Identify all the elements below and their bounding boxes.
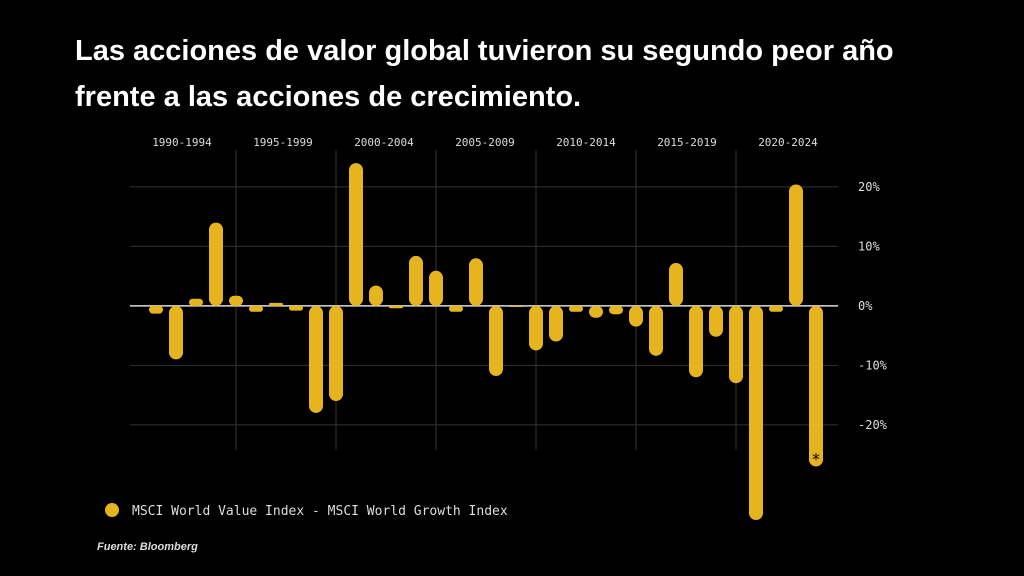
annotation: * (812, 449, 820, 468)
bar (649, 305, 663, 356)
bar (749, 305, 763, 521)
bar (429, 270, 443, 306)
bar (489, 305, 503, 377)
bar (349, 163, 363, 306)
bar (449, 305, 463, 312)
bar (389, 305, 403, 309)
bar (169, 305, 183, 360)
bar (529, 305, 543, 351)
legend-swatch (105, 503, 119, 517)
bar (809, 305, 823, 467)
bar (469, 258, 483, 306)
period-label: 1990-1994 (152, 136, 212, 149)
bar (709, 305, 723, 337)
source: Fuente: Bloomberg (97, 541, 198, 553)
period-label: 2005-2009 (455, 136, 515, 149)
period-label: 2015-2019 (657, 136, 717, 149)
y-tick-label: 0% (858, 299, 873, 313)
bar (669, 263, 683, 306)
period-label: 2020-2024 (758, 136, 818, 149)
bar (329, 305, 343, 402)
bar (269, 302, 283, 306)
bar (369, 285, 383, 306)
y-tick-label: -20% (858, 418, 888, 432)
bar (229, 295, 243, 306)
bar (189, 298, 203, 306)
y-tick-label: -10% (858, 358, 888, 372)
bar (409, 255, 423, 306)
bar (149, 305, 163, 314)
chart-title: Las acciones de valor global tuvieron su… (75, 35, 894, 67)
y-tick-label: 20% (858, 180, 880, 194)
bar (629, 305, 643, 327)
bar (289, 305, 303, 311)
legend-label: MSCI World Value Index - MSCI World Grow… (132, 504, 508, 519)
bar (689, 305, 703, 378)
bar (309, 305, 323, 413)
bar (509, 305, 523, 308)
bar (549, 305, 563, 342)
period-label: 2010-2014 (556, 136, 616, 149)
bar (249, 305, 263, 312)
bar (789, 184, 803, 306)
chart-title: frente a las acciones de crecimiento. (75, 81, 581, 113)
bar (769, 305, 783, 312)
bar (569, 305, 583, 312)
period-label: 2000-2004 (354, 136, 414, 149)
bar (609, 305, 623, 315)
y-tick-label: 10% (858, 239, 880, 253)
period-label: 1995-1999 (253, 136, 313, 149)
bar (589, 305, 603, 318)
bar (729, 305, 743, 384)
bar (209, 222, 223, 306)
